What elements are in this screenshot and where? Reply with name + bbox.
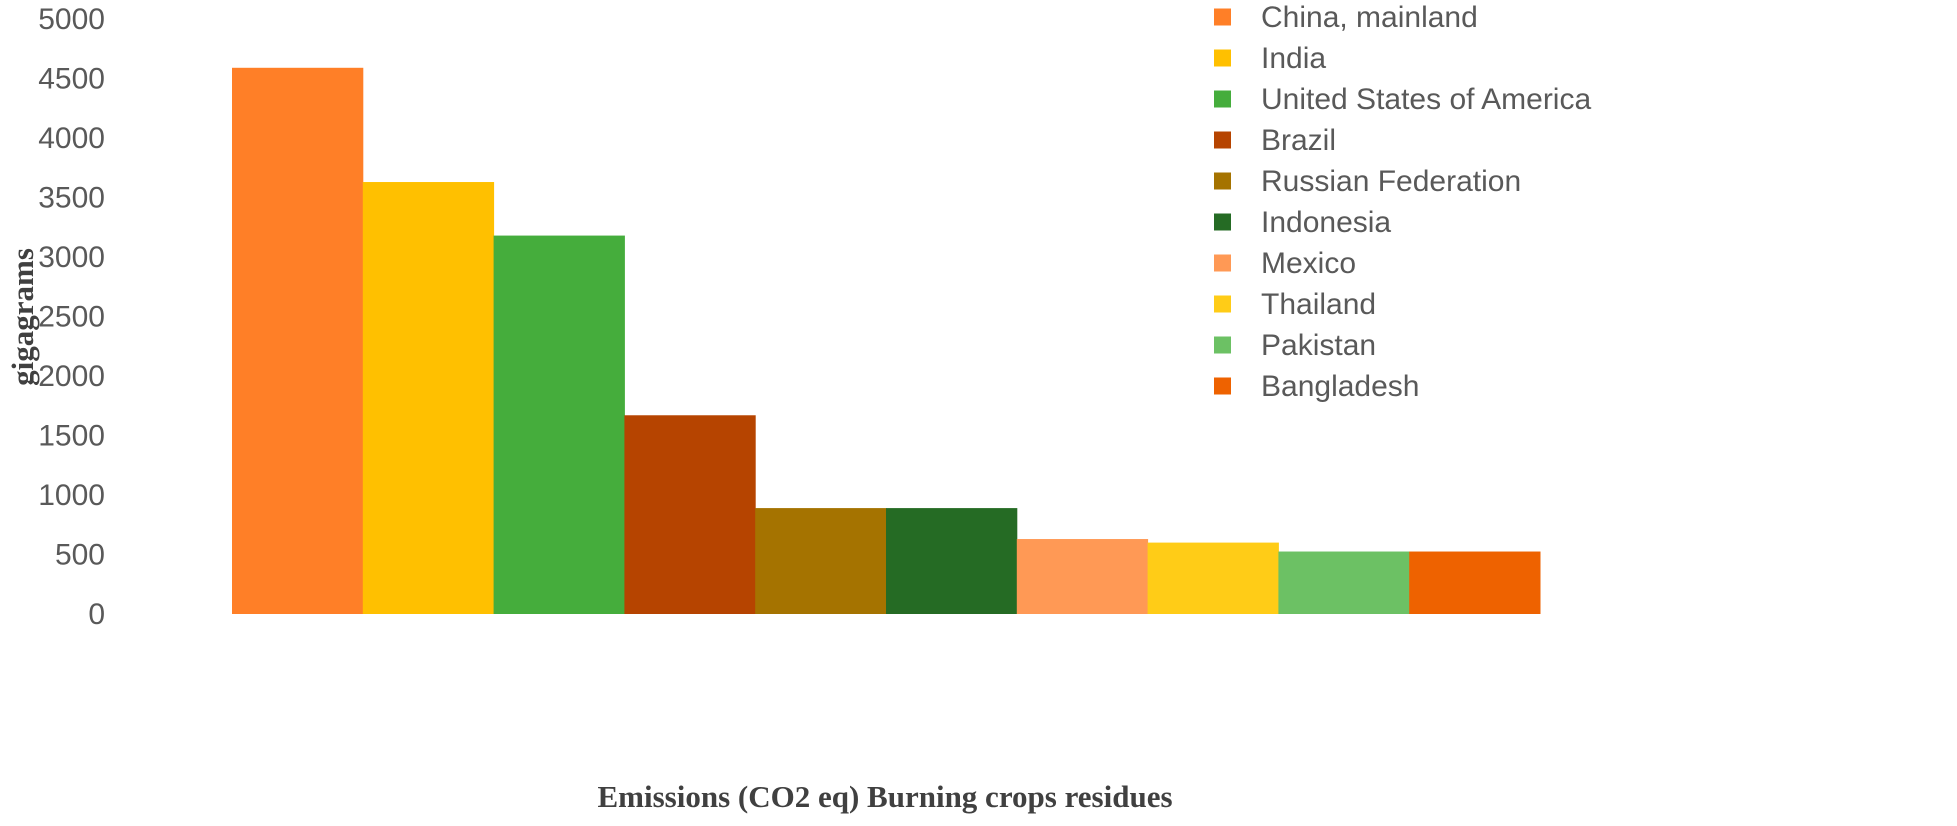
- bar: [493, 235, 625, 614]
- y-axis-ticks: 0 500 1000 1500 2000 2500 3000 3500 4000 4500 5000: [38, 3, 105, 631]
- x-axis-title: Emissions (CO2 eq) Burning crops residue…: [597, 779, 1172, 814]
- y-tick-label: 4500: [38, 63, 105, 96]
- legend-swatch: [1214, 213, 1231, 231]
- y-tick-label: 2000: [38, 360, 105, 393]
- y-tick-label: 2500: [38, 301, 105, 334]
- bar: [755, 508, 887, 614]
- legend-swatch: [1214, 336, 1231, 354]
- bar: [1016, 539, 1149, 614]
- legend-swatch: [1214, 254, 1231, 272]
- y-tick-label: 3000: [38, 241, 105, 274]
- legend-label: Thailand: [1261, 288, 1376, 321]
- bar: [1278, 551, 1410, 614]
- y-tick-label: 500: [55, 539, 105, 572]
- y-axis-title: gigagrams: [5, 248, 40, 386]
- legend-label: Mexico: [1261, 247, 1356, 280]
- legend: China, mainland India United States of Ame…: [1214, 1, 1591, 403]
- bar: [886, 508, 1018, 614]
- legend-label: Bangladesh: [1261, 370, 1419, 403]
- y-tick-label: 3500: [38, 182, 105, 215]
- y-tick-label: 5000: [38, 3, 105, 36]
- legend-label: United States of America: [1261, 83, 1591, 116]
- bar: [1147, 542, 1279, 614]
- legend-label: Indonesia: [1261, 206, 1391, 239]
- legend-label: China, mainland: [1261, 1, 1478, 34]
- legend-swatch: [1214, 172, 1231, 190]
- y-tick-label: 1500: [38, 420, 105, 453]
- bar: [362, 182, 495, 614]
- bar: [624, 415, 756, 614]
- legend-swatch: [1214, 8, 1231, 26]
- legend-swatch: [1214, 295, 1231, 313]
- legend-label: India: [1261, 42, 1326, 75]
- legend-swatch: [1214, 377, 1231, 395]
- y-tick-label: 4000: [38, 122, 105, 155]
- legend-label: Pakistan: [1261, 329, 1376, 362]
- y-tick-label: 1000: [38, 479, 105, 512]
- legend-swatch: [1214, 49, 1231, 67]
- bars: [232, 67, 1541, 615]
- legend-swatch: [1214, 131, 1231, 149]
- y-tick-label: 0: [88, 598, 105, 631]
- bar: [1409, 551, 1541, 614]
- legend-label: Brazil: [1261, 124, 1336, 157]
- legend-label: Russian Federation: [1261, 165, 1521, 198]
- bar: [232, 67, 364, 615]
- legend-swatch: [1214, 90, 1231, 108]
